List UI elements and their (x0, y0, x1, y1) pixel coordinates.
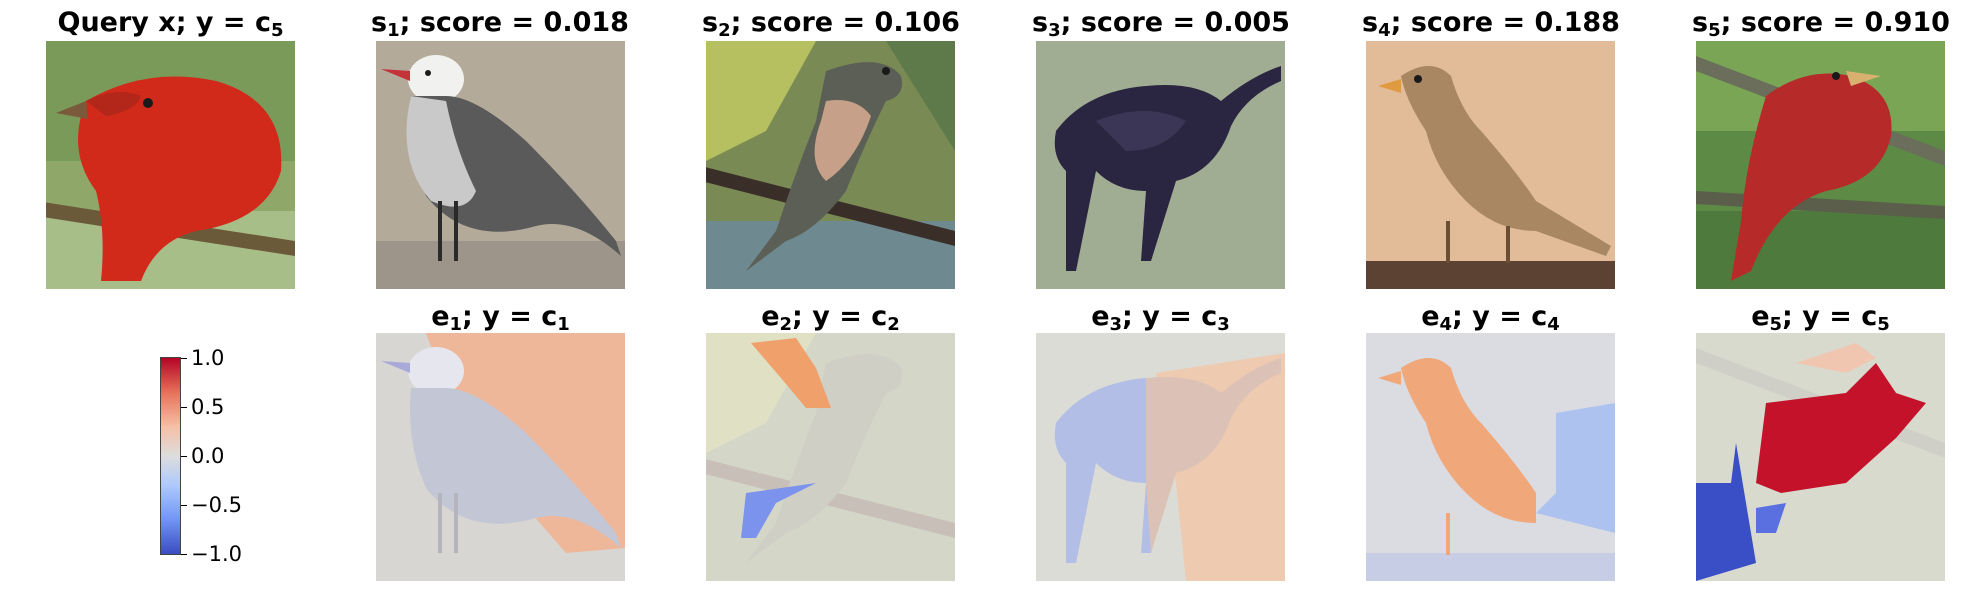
colorbar-tick-label: 0.0 (191, 444, 225, 468)
colorbar-tick (181, 554, 187, 555)
colorbar-tick-label: −0.5 (191, 493, 242, 517)
e5-heatmap-red-bird (1696, 333, 1945, 581)
colorbar (160, 357, 181, 555)
e1-heatmap-gull (376, 333, 625, 581)
title-s2: s2; score = 0.106 (702, 7, 960, 41)
title-e2: e2; y = c2 (761, 301, 900, 335)
s5-image-red-bird (1696, 41, 1945, 289)
s1-image-gull (376, 41, 625, 289)
colorbar-tick (181, 456, 187, 457)
title-s5: s5; score = 0.910 (1692, 7, 1950, 41)
s3-image-dark-bird (1036, 41, 1285, 289)
title-s1: s1; score = 0.018 (371, 7, 629, 41)
query-image-red-bird (46, 41, 295, 289)
colorbar-tick (181, 358, 187, 359)
title-query: Query x; y = c5 (57, 7, 284, 41)
e3-heatmap-dark-bird (1036, 333, 1285, 581)
title-e3: e3; y = c3 (1091, 301, 1230, 335)
title-e5: e5; y = c5 (1751, 301, 1890, 335)
s4-image-sparrow (1366, 41, 1615, 289)
s2-image-bird-on-branch (706, 41, 955, 289)
e4-heatmap-sparrow (1366, 333, 1615, 581)
colorbar-tick (181, 407, 187, 408)
colorbar-tick-label: 0.5 (191, 395, 225, 419)
colorbar-tick-label: −1.0 (191, 542, 242, 566)
e2-heatmap-branch-bird (706, 333, 955, 581)
colorbar-tick (181, 505, 187, 506)
title-e4: e4; y = c4 (1421, 301, 1560, 335)
title-s3: s3; score = 0.005 (1032, 7, 1290, 41)
colorbar-tick-label: 1.0 (191, 346, 225, 370)
title-e1: e1; y = c1 (431, 301, 570, 335)
title-s4: s4; score = 0.188 (1362, 7, 1620, 41)
